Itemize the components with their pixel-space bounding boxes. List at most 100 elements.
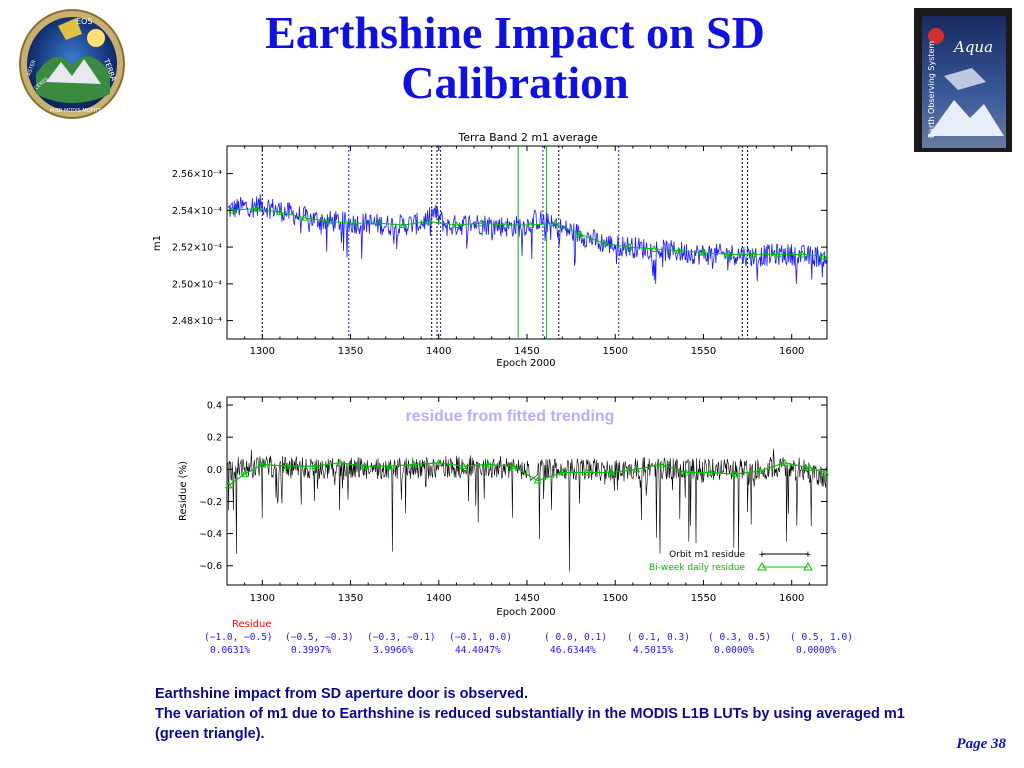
residue-range: (−0.3, −0.1) bbox=[367, 632, 436, 643]
chart1-green-point bbox=[526, 220, 535, 229]
residue-percent: 4.5015% bbox=[633, 645, 673, 656]
chart2-biweek-point bbox=[805, 463, 814, 471]
chart1-green-point bbox=[798, 250, 807, 258]
chart2-biweek-point bbox=[410, 460, 418, 468]
chart1-ylabel: m1 bbox=[152, 235, 163, 251]
chart1-green-point bbox=[452, 220, 461, 229]
chart1-green-point bbox=[724, 250, 733, 258]
chart2-biweek-point bbox=[632, 465, 641, 473]
chart1-green-point bbox=[600, 239, 609, 247]
legend-marker-biweek-2 bbox=[803, 561, 813, 571]
chart1-ytick-label: 2.52×10⁻⁴ bbox=[172, 243, 222, 254]
chart2-series-orbit bbox=[227, 448, 828, 572]
residue-annotation: residue from fitted trending bbox=[406, 408, 615, 425]
chart2-xlabel: Epoch 2000 bbox=[496, 607, 555, 618]
chart2-legend: Orbit m1 residue + + Bi-week daily resid… bbox=[649, 549, 813, 573]
chart1-xtick-label: 1400 bbox=[426, 346, 451, 357]
body-line-2: The variation of m1 due to Earthshine is… bbox=[155, 706, 905, 742]
chart1-green-point bbox=[300, 213, 309, 221]
body-line-1: Earthshine impact from SD aperture door … bbox=[155, 686, 529, 702]
chart2-biweek-point bbox=[434, 458, 443, 466]
legend-marker-orbit-2: + bbox=[805, 549, 811, 561]
chart1-green-point bbox=[650, 244, 658, 252]
residue-percent: 3.9966% bbox=[373, 645, 413, 656]
chart2-series-biweek bbox=[228, 462, 826, 486]
chart1-green-point bbox=[749, 250, 757, 258]
legend-marker-orbit: + bbox=[759, 549, 765, 561]
residue-percent: 0.0631% bbox=[210, 645, 250, 656]
legend-label-biweek: Bi-week daily residue bbox=[649, 563, 745, 573]
residue-table-label: Residue bbox=[232, 619, 271, 630]
chart2-xtick-label: 1300 bbox=[250, 593, 275, 604]
chart1-green-point bbox=[576, 230, 584, 238]
page-number: Page 38 bbox=[956, 736, 1006, 752]
residue-range: ( 0.0, 0.1) bbox=[544, 632, 607, 643]
chart1-series-green bbox=[232, 207, 824, 257]
chart2-ytick-label: −0.6 bbox=[199, 561, 222, 572]
residue-range: ( 0.1, 0.3) bbox=[627, 632, 690, 643]
chart2-ytick-label: −0.2 bbox=[199, 497, 222, 508]
chart2-ylabel: Residue (%) bbox=[178, 461, 189, 521]
chart2-biweek-point bbox=[681, 468, 690, 476]
chart2-xtick-label: 1450 bbox=[514, 593, 539, 604]
chart1-green-point bbox=[501, 220, 510, 229]
chart2-biweek-point bbox=[509, 462, 517, 470]
chart2-biweek-point bbox=[311, 462, 320, 470]
chart1-green-point bbox=[551, 219, 560, 227]
chart1-ytick-label: 2.48×10⁻⁴ bbox=[172, 316, 222, 327]
chart2-biweek-point bbox=[240, 470, 249, 478]
chart2-biweek-point bbox=[385, 462, 394, 470]
chart1-green-point bbox=[350, 219, 358, 227]
residue-percent: 44.4047% bbox=[455, 645, 501, 656]
residue-percent: 0.3997% bbox=[291, 645, 331, 656]
chart2-biweek-point bbox=[607, 468, 616, 476]
legend-label-orbit: Orbit m1 residue bbox=[669, 550, 745, 560]
slide-title: Earthshine Impact on SD Calibration bbox=[265, 7, 765, 108]
chart2-xtick-label: 1400 bbox=[426, 593, 451, 604]
chart2-xtick-label: 1500 bbox=[603, 593, 628, 604]
charts-canvas: Terra Band 2 m1 average 1300 1350 1400 1450… bbox=[152, 131, 853, 656]
chart1-green-point bbox=[374, 219, 383, 227]
chart1-green-point bbox=[477, 219, 485, 227]
chart1-plot-frame bbox=[226, 145, 828, 340]
svg-text:Aqua: Aqua bbox=[952, 38, 993, 56]
chart2-biweek-point bbox=[360, 462, 369, 470]
chart1-green-point bbox=[625, 243, 634, 251]
chart2-plot-frame bbox=[226, 396, 828, 586]
chart1-xtick-label: 1500 bbox=[603, 346, 628, 357]
chart1-green-point bbox=[819, 252, 828, 260]
chart2-ytick-label: −0.4 bbox=[199, 529, 222, 540]
eos-terra-logo: EOS TERRA MISR MODIS MOPITT ASTER CERES bbox=[6, 4, 156, 128]
chart1-ytick-label: 2.56×10⁻⁴ bbox=[172, 169, 222, 180]
chart1-title: Terra Band 2 m1 average bbox=[457, 131, 597, 144]
chart2-biweek-point bbox=[821, 468, 830, 476]
chart2-xtick-label: 1350 bbox=[338, 593, 363, 604]
residue-percent: 46.6344% bbox=[550, 645, 596, 656]
chart1-xtick-label: 1450 bbox=[514, 346, 539, 357]
chart2-biweek-point bbox=[558, 468, 567, 476]
svg-text:EOS: EOS bbox=[76, 17, 92, 26]
residue-range: (−0.5, −0.3) bbox=[285, 632, 354, 643]
chart2-biweek-point bbox=[283, 462, 291, 470]
chart2-ytick-label: 0.2 bbox=[207, 433, 222, 444]
chart2-biweek-point bbox=[533, 476, 542, 484]
residue-range: ( 0.5, 1.0) bbox=[790, 632, 853, 643]
slide-body: Earthshine impact from SD aperture door … bbox=[155, 684, 915, 744]
chart1-green-point bbox=[424, 217, 433, 225]
chart2-ytick-label: 0.0 bbox=[207, 465, 222, 476]
residue-table: Residue (−1.0, −0.5) (−0.5, −0.3) (−0.3, −… bbox=[204, 619, 853, 656]
chart2-biweek-point bbox=[780, 458, 789, 466]
aqua-poster-logo: Aqua Earth Observing System bbox=[914, 8, 1012, 152]
chart2-biweek-point bbox=[583, 468, 591, 476]
chart1-xtick-label: 1350 bbox=[338, 346, 363, 357]
chart1-green-point bbox=[399, 220, 408, 229]
chart1-ytick-label: 2.50×10⁻⁴ bbox=[172, 279, 222, 290]
chart2-biweek-point bbox=[706, 468, 715, 476]
svg-text:Earth Observing System: Earth Observing System bbox=[927, 41, 936, 138]
chart1-green-point bbox=[699, 248, 708, 256]
chart1-green-point bbox=[253, 204, 261, 212]
chart1-green-point bbox=[276, 208, 284, 216]
chart2-biweek-point bbox=[258, 460, 267, 468]
chart1-xtick-label: 1300 bbox=[250, 346, 275, 357]
chart1-green-point bbox=[773, 250, 782, 258]
